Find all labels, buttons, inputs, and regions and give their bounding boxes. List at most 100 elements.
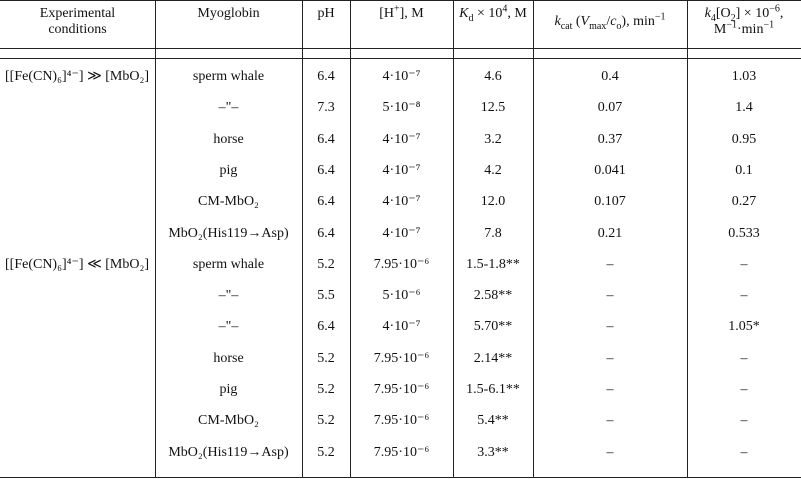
column-divider	[453, 0, 454, 478]
table-cell: 4·10⁻⁷	[382, 194, 421, 210]
table-cell: 5.2	[317, 444, 335, 460]
header-cell: pH	[302, 6, 350, 22]
header-text: −1	[654, 11, 666, 23]
table-cell: –	[606, 413, 614, 429]
table-cell: 1.05*	[728, 319, 760, 335]
table-cell: horse	[213, 350, 244, 366]
table-cell: 4.6	[484, 69, 502, 84]
table-cell: 12.5	[480, 100, 506, 116]
table-cell: pig	[219, 162, 238, 178]
table-cell: 4·10⁻⁷	[382, 225, 421, 241]
header-text: (	[572, 14, 581, 29]
table-cell: 5.4**	[477, 413, 509, 429]
header-text: max	[589, 20, 607, 32]
table-cell: 6.4	[317, 69, 335, 84]
table-cell: 0.041	[594, 162, 626, 178]
header-text: k	[704, 6, 711, 21]
table-cell: –	[606, 350, 614, 366]
table-cell: 6.4	[317, 225, 335, 241]
table-cell: 0.37	[597, 131, 623, 147]
table-cell: 2.58**	[473, 288, 513, 304]
table-cell: 7.3	[317, 100, 335, 116]
header-text: K	[459, 6, 469, 21]
table-cell: 4·10⁻⁷	[382, 69, 421, 84]
table-cell: 1.5-6.1**	[466, 382, 520, 397]
header-text: −1	[763, 19, 775, 31]
table-cell: 7.95·10⁻⁶	[373, 256, 430, 272]
table-cell: 5·10⁻⁶	[382, 288, 421, 304]
rule	[0, 48, 801, 49]
table-cell: –	[740, 413, 748, 429]
table-cell: –	[740, 288, 748, 304]
table-cell: pig	[219, 382, 238, 397]
table-cell: 12.0	[480, 194, 506, 210]
table-cell: –"–	[218, 319, 239, 335]
header-cell: Myoglobin	[155, 6, 302, 22]
table-cell: 5.2	[317, 382, 335, 397]
table-cell: 7.95·10⁻⁶	[373, 444, 430, 460]
header-text: V	[580, 14, 590, 29]
table-cell: MbO₂(His119→Asp)	[168, 444, 289, 460]
table-cell: 6.4	[317, 131, 335, 147]
header-text: +	[394, 3, 400, 15]
column-divider	[350, 0, 351, 478]
table-cell: –"–	[218, 100, 239, 116]
table-cell: –	[740, 382, 748, 397]
header-text: 4	[502, 3, 508, 15]
table-cell: 4·10⁻⁷	[382, 319, 421, 335]
header-text: [H	[379, 6, 394, 21]
header-cell: Experimental conditions	[0, 6, 155, 38]
header-text: o	[616, 20, 622, 32]
table-cell: –	[606, 444, 614, 460]
rule	[0, 0, 801, 1]
header-text: c	[610, 14, 617, 29]
table-cell: sperm whale	[192, 69, 265, 84]
table-cell: –	[740, 256, 748, 272]
header-text: −1	[726, 19, 737, 31]
column-divider	[155, 0, 156, 478]
table-cell: –	[606, 288, 614, 304]
table-cell: –"–	[218, 288, 239, 304]
table-cell: CM-MbO₂	[198, 413, 259, 429]
table-cell: 5·10⁻⁸	[382, 100, 421, 116]
table-cell: –	[606, 256, 614, 272]
table-cell: horse	[213, 131, 244, 147]
header-text: ·min	[737, 22, 764, 37]
table-cell: 4·10⁻⁷	[382, 131, 421, 147]
header-text: [O	[715, 6, 731, 21]
table-cell: 5.2	[317, 256, 335, 272]
header-text: × 10	[473, 6, 503, 21]
table-cell: 7.95·10⁻⁶	[373, 413, 430, 429]
table-cell: 3.2	[484, 131, 502, 147]
header-text: 2	[730, 12, 736, 24]
rule	[0, 58, 801, 59]
table-cell: 6.4	[317, 162, 335, 178]
table-cell: 0.95	[731, 131, 757, 147]
column-divider	[533, 0, 534, 478]
header-cell: Kd × 104, M	[453, 3, 533, 24]
table-cell: 0.107	[594, 194, 626, 210]
table-cell: 5.2	[317, 413, 335, 429]
table-cell: 7.95·10⁻⁶	[373, 382, 430, 397]
table-cell: 5.70**	[473, 319, 513, 335]
table-cell: 3.3**	[477, 444, 509, 460]
table-cell: 5.5	[317, 288, 335, 304]
header-text: k	[554, 14, 561, 29]
header-text: conditions	[48, 22, 107, 37]
header-text: ,	[779, 6, 784, 21]
table-cell: –	[606, 382, 614, 397]
header-text: ] × 10	[735, 6, 770, 21]
table-cell: 7.8	[484, 225, 502, 241]
table-cell: 0.1	[735, 162, 753, 178]
header-text: cat	[560, 20, 573, 32]
table-cell: 6.4	[317, 194, 335, 210]
header-cell: k4[O2] × 10−6, M−1·min−1	[687, 4, 801, 38]
table-cell: 1.4	[735, 100, 753, 116]
table-cell: MbO₂(His119→Asp)	[168, 225, 289, 241]
condition-cell: [[Fe(CN)₆]⁴⁻] ≫ [MbO₂]	[5, 69, 149, 84]
header-text: d	[468, 12, 474, 24]
column-divider	[687, 0, 688, 478]
header-text: Myoglobin	[197, 6, 260, 21]
table-cell: 0.07	[597, 100, 623, 116]
